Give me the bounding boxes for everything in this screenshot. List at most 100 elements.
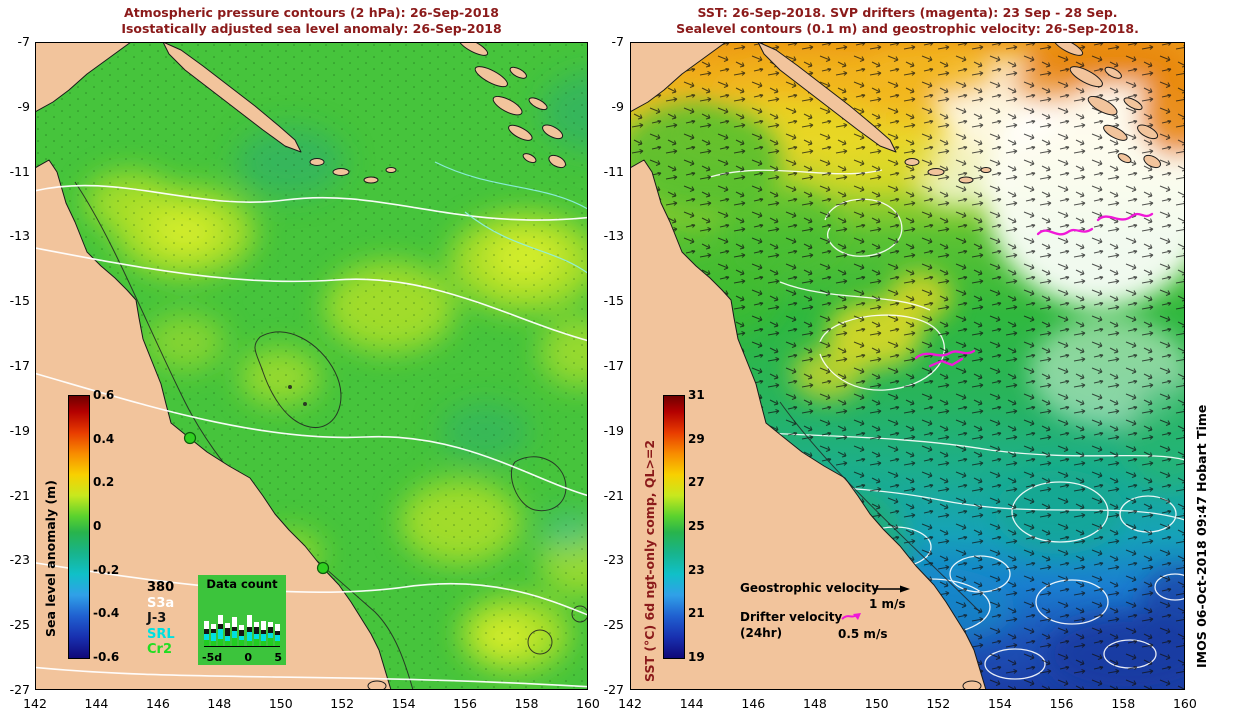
lat-tick-label: -21 <box>9 487 30 503</box>
data-count-total: 380 <box>147 580 175 595</box>
sst-colorbar-label: SST (°C) 6d ngt-only comp, QL>=2 <box>642 439 657 682</box>
land-right <box>630 42 1161 690</box>
satellite-label: J-3 <box>147 611 167 626</box>
lat-tick-label: -9 <box>17 98 30 114</box>
colorbar-tick-label: 23 <box>688 562 705 577</box>
data-count-bar <box>246 615 252 646</box>
left-title-line2: Isostatically adjusted sea level anomaly… <box>121 21 502 36</box>
lon-tick-label: 146 <box>145 696 170 711</box>
satellite-label: Cr2 <box>147 642 172 657</box>
lat-tick-label: -15 <box>603 293 624 309</box>
colorbar-tick-label: 31 <box>688 388 705 402</box>
data-count-bar <box>274 624 280 646</box>
lon-tick-label: 144 <box>679 696 704 711</box>
data-count-bar <box>204 621 209 646</box>
lon-tick-label: 148 <box>207 696 232 711</box>
right-title-line1: SST: 26-Sep-2018. SVP drifters (magenta)… <box>697 5 1118 20</box>
left-map-sea-level-anomaly: Sea level anomaly (m) 0.6 0.4 0.2 0 -0.2 -0.4… <box>35 42 588 690</box>
lon-tick-label: 158 <box>514 696 539 711</box>
drifter-duration-label: (24hr) <box>740 626 783 640</box>
lat-tick-label: -11 <box>603 163 624 179</box>
geostrophic-velocity-label: Geostrophic velocity <box>740 581 879 595</box>
lat-tick-label: -11 <box>9 163 30 179</box>
lat-tick-label: -23 <box>9 552 30 568</box>
colorbar-tick-label: 29 <box>688 431 705 446</box>
data-count-bar <box>260 621 266 646</box>
data-count-chart: Data count -5d 0 5 <box>198 575 286 665</box>
data-count-xticks: -5d 0 5 <box>198 651 286 664</box>
sla-colorbar-ticks: 0.6 0.4 0.2 0 -0.2 -0.4 -0.6 <box>93 388 119 664</box>
geostrophic-scale-label: 1 m/s <box>869 597 906 611</box>
data-count-bar <box>218 615 224 646</box>
left-lon-axis: 142 144 146 148 150 152 154 156 158 160 <box>18 696 605 712</box>
lat-tick-label: -13 <box>9 228 30 244</box>
left-panel-title: Atmospheric pressure contours (2 hPa): 2… <box>35 5 588 37</box>
sla-colorbar <box>68 395 90 659</box>
colorbar-tick-label: 21 <box>688 606 705 621</box>
satellite-legend: 380 S3a J-3 SRL Cr2 <box>147 580 175 658</box>
right-lat-axis: -7 -9 -11 -13 -15 -17 -19 -21 -23 -25 -27 <box>596 34 624 698</box>
lat-tick-label: -7 <box>611 34 624 49</box>
geostrophic-arrow-icon <box>874 585 910 593</box>
data-count-title: Data count <box>206 577 278 591</box>
lat-tick-label: -9 <box>611 98 624 114</box>
data-count-bar <box>225 623 231 646</box>
sea-level-anomaly-map <box>35 42 588 690</box>
lat-tick-label: -15 <box>9 293 30 309</box>
map-frame <box>630 42 1185 690</box>
tide-gauge-markers <box>183 431 330 575</box>
reef-edge-contour <box>779 401 981 613</box>
lon-tick-label: 154 <box>988 696 1012 711</box>
lat-tick-label: -21 <box>603 487 624 503</box>
data-count-bars <box>204 600 280 647</box>
colorbar-tick-label: -0.2 <box>93 562 120 577</box>
lat-tick-label: -27 <box>603 681 624 697</box>
satellite-label: S3a <box>147 595 175 611</box>
lat-tick-label: -23 <box>603 552 624 568</box>
cyan-contours <box>434 161 588 275</box>
lon-tick-label: 148 <box>803 696 827 711</box>
lat-tick-label: -25 <box>603 617 624 633</box>
right-map-sst: SST (°C) 6d ngt-only comp, QL>=2 31 29 27 2… <box>630 42 1185 690</box>
colorbar-tick-label: 0.4 <box>93 431 115 446</box>
velocity-legend: Geostrophic velocity 1 m/s Drifter veloc… <box>735 576 945 648</box>
colorbar-tick-label: 19 <box>688 649 705 664</box>
data-count-bar <box>267 622 273 646</box>
left-title-line1: Atmospheric pressure contours (2 hPa): 2… <box>124 5 499 20</box>
lat-tick-label: -19 <box>9 422 30 438</box>
data-count-xtick-label: 0 <box>244 651 253 664</box>
lon-tick-label: 156 <box>1049 696 1074 711</box>
sst-colorbar <box>663 395 685 659</box>
data-count-xtick-label: -5d <box>202 651 223 664</box>
lat-tick-label: -13 <box>603 228 624 244</box>
sla-colorbar-label: Sea level anomaly (m) <box>43 480 58 637</box>
data-count-bar <box>253 622 259 646</box>
lon-tick-label: 144 <box>84 696 109 711</box>
lat-tick-label: -17 <box>9 357 30 373</box>
lon-tick-label: 152 <box>330 696 355 711</box>
colorbar-tick-label: 27 <box>688 475 705 490</box>
lat-tick-label: -19 <box>603 422 624 438</box>
colorbar-tick-label: 25 <box>688 518 705 533</box>
data-count-xtick-label: 5 <box>274 651 282 664</box>
lon-tick-label: 160 <box>576 696 600 711</box>
drifter-velocity-label: Drifter velocity <box>740 610 843 624</box>
data-count-bar <box>239 625 245 646</box>
lat-tick-label: -25 <box>9 617 30 633</box>
pressure-contours <box>35 184 588 688</box>
satellite-label: SRL <box>147 626 175 642</box>
lon-tick-label: 150 <box>864 696 889 711</box>
lon-tick-label: 146 <box>741 696 766 711</box>
sst-colorbar-ticks: 31 29 27 25 23 21 19 <box>688 388 705 664</box>
right-title-line2: Sealevel contours (0.1 m) and geostrophi… <box>676 21 1139 36</box>
lon-tick-label: 152 <box>926 696 951 711</box>
svp-drifter-tracks <box>914 212 1154 368</box>
lat-tick-label: -7 <box>17 34 30 49</box>
colorbar-tick-label: -0.6 <box>93 649 120 664</box>
sst-map <box>630 42 1185 690</box>
data-count-bar <box>232 617 238 646</box>
lat-tick-label: -17 <box>603 357 624 373</box>
lon-tick-label: 142 <box>618 696 642 711</box>
right-lon-axis: 142 144 146 148 150 152 154 156 158 160 <box>613 696 1202 712</box>
